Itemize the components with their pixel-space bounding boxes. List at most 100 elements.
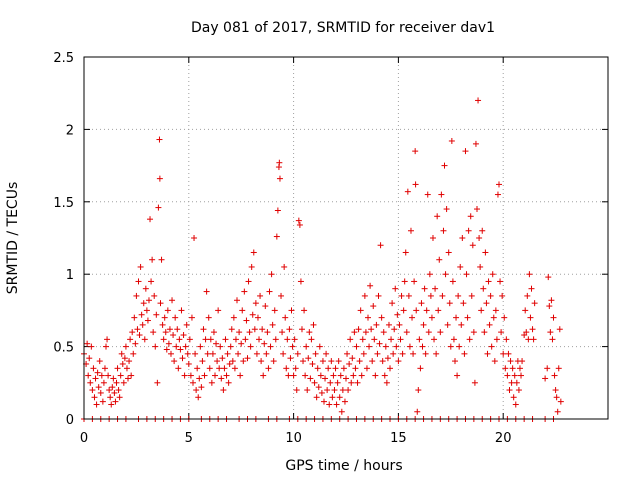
data-point xyxy=(320,398,327,405)
data-point xyxy=(280,350,287,357)
data-point xyxy=(157,300,164,307)
data-point xyxy=(179,355,186,362)
data-point xyxy=(295,217,302,224)
data-point xyxy=(276,175,283,182)
data-point xyxy=(491,358,498,365)
data-point xyxy=(117,372,124,379)
data-point xyxy=(548,297,555,304)
data-point xyxy=(222,336,229,343)
data-point xyxy=(490,314,497,321)
data-point xyxy=(316,343,323,350)
data-point xyxy=(304,387,311,394)
data-point xyxy=(139,321,146,328)
data-point xyxy=(292,365,299,372)
data-point xyxy=(132,340,139,347)
data-point xyxy=(545,274,552,281)
data-point xyxy=(218,375,225,382)
data-point xyxy=(373,321,380,328)
data-point xyxy=(176,336,183,343)
data-point xyxy=(272,336,279,343)
data-point xyxy=(248,263,255,270)
data-point xyxy=(510,394,517,401)
data-point xyxy=(338,408,345,415)
data-point xyxy=(220,387,227,394)
data-point xyxy=(99,398,106,405)
data-point xyxy=(153,311,160,318)
data-point xyxy=(84,340,91,347)
y-tick-label: 1.5 xyxy=(53,196,74,211)
data-point xyxy=(402,249,409,256)
data-point xyxy=(95,384,102,391)
data-point xyxy=(244,355,251,362)
data-point xyxy=(368,326,375,333)
data-point xyxy=(392,285,399,292)
data-point xyxy=(191,235,198,241)
chart-title: Day 081 of 2017, SRMTID for receiver dav… xyxy=(191,20,495,36)
data-point xyxy=(152,343,159,350)
data-point xyxy=(389,300,396,307)
data-point xyxy=(96,358,103,365)
data-point xyxy=(370,303,377,310)
data-point xyxy=(501,314,508,321)
data-point xyxy=(549,336,556,343)
data-point xyxy=(188,314,195,321)
data-point xyxy=(483,300,490,307)
data-point xyxy=(169,297,176,304)
data-point xyxy=(425,329,432,336)
data-point xyxy=(381,372,388,379)
data-point xyxy=(524,292,531,299)
data-point xyxy=(415,387,422,394)
data-point xyxy=(281,263,288,270)
data-point xyxy=(556,326,563,333)
data-point xyxy=(343,375,349,382)
data-point xyxy=(439,292,446,299)
data-point xyxy=(527,314,534,321)
data-point xyxy=(224,350,231,357)
data-point xyxy=(315,384,322,391)
data-point xyxy=(225,379,232,386)
data-point xyxy=(170,332,177,339)
data-point xyxy=(506,387,513,394)
data-point xyxy=(429,235,436,241)
data-point xyxy=(235,350,242,357)
data-point xyxy=(529,326,536,333)
data-point xyxy=(111,389,118,396)
data-point xyxy=(375,292,382,299)
data-point xyxy=(322,375,329,382)
data-point xyxy=(380,329,387,336)
data-point xyxy=(305,355,312,362)
data-point xyxy=(199,358,206,365)
data-point xyxy=(161,314,168,321)
data-point xyxy=(523,329,530,336)
data-point xyxy=(357,307,364,314)
data-point xyxy=(159,321,166,328)
data-point xyxy=(239,307,246,314)
data-point xyxy=(283,365,290,372)
data-point xyxy=(121,355,128,362)
data-point xyxy=(310,321,317,328)
data-point xyxy=(440,227,447,234)
data-point xyxy=(341,398,348,405)
data-point xyxy=(376,340,383,347)
data-point xyxy=(467,213,474,220)
data-point xyxy=(205,314,212,321)
x-tick-label: 20 xyxy=(495,431,512,446)
data-point xyxy=(142,285,149,292)
data-point xyxy=(367,282,374,289)
x-axis-label: GPS time / hours xyxy=(285,458,402,474)
data-point xyxy=(210,329,217,336)
data-point xyxy=(371,336,378,343)
data-point xyxy=(214,358,221,365)
data-point xyxy=(231,365,238,372)
data-point xyxy=(526,271,533,278)
data-point xyxy=(388,336,395,343)
data-point xyxy=(518,372,525,379)
data-point xyxy=(432,285,439,292)
data-point xyxy=(485,278,492,285)
data-point xyxy=(105,372,112,379)
data-point xyxy=(359,336,366,343)
data-point xyxy=(488,343,495,350)
data-point xyxy=(93,401,100,408)
data-point xyxy=(254,314,261,321)
data-point xyxy=(403,329,410,336)
